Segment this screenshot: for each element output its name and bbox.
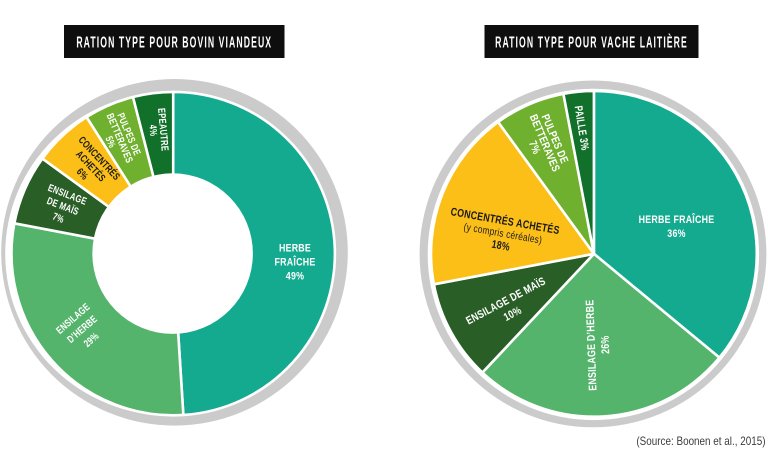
- svg-text:RATION TYPE POUR VACHE LAITIÈR: RATION TYPE POUR VACHE LAITIÈRE: [495, 32, 688, 51]
- svg-text:(Source: Boonen et al., 2015): (Source: Boonen et al., 2015): [636, 435, 765, 448]
- svg-text:EPEAUTRE4%: EPEAUTRE4%: [146, 108, 171, 153]
- svg-text:RATION TYPE POUR BOVIN VIANDEU: RATION TYPE POUR BOVIN VIANDEUX: [76, 32, 272, 51]
- svg-text:ENSILAGE D’HERBE26%: ENSILAGE D’HERBE26%: [584, 299, 613, 391]
